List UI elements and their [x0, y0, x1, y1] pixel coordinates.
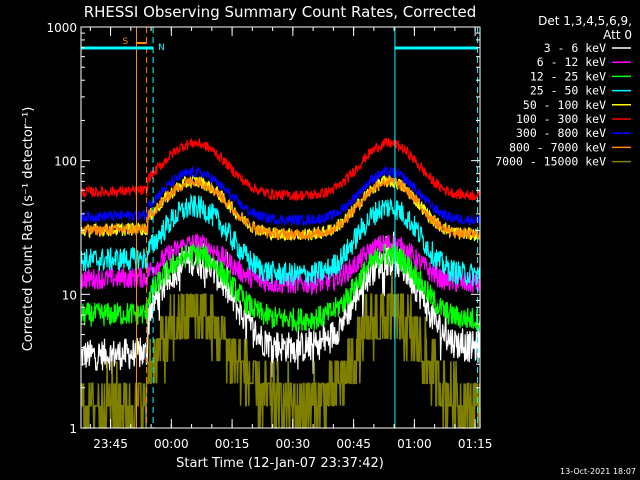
x-axis-label: Start Time (12-Jan-07 23:37:42): [176, 456, 384, 471]
legend-label-3: 25 - 50 keV: [530, 84, 606, 98]
series-layer: [80, 137, 481, 429]
x-tick-label: 23:45: [93, 437, 128, 451]
y-tick-label: 1000: [46, 21, 77, 35]
legend-label-8: 7000 - 15000 keV: [495, 155, 606, 169]
legend-label-1: 6 - 12 keV: [537, 55, 606, 69]
x-tick-label: 00:15: [215, 437, 250, 451]
series-line-0: [80, 231, 481, 378]
axes-layer: 1 10 100 1000 23:45 00:00 00:15 00:30 00:45 01:00…: [46, 21, 492, 451]
legend-label-7: 800 - 7000 keV: [509, 140, 606, 154]
legend-header: Det 1,3,4,5,6,9,: [538, 14, 632, 28]
footer-timestamp: 13-Oct-2021 18:07: [560, 467, 636, 476]
marker-layer: SN: [81, 27, 479, 428]
y-tick-label: 10: [62, 288, 77, 302]
legend-label-5: 100 - 300 keV: [516, 112, 606, 126]
legend-label-6: 300 - 800 keV: [516, 126, 606, 140]
legend-label-2: 12 - 25 keV: [530, 69, 606, 83]
s-marker-label: S: [122, 37, 128, 47]
legend-label-4: 50 - 100 keV: [523, 98, 606, 112]
x-tick-label: 00:00: [154, 437, 189, 451]
x-tick-label: 01:00: [397, 437, 432, 451]
n-marker-label: N: [158, 43, 165, 53]
series-line-7: [80, 176, 481, 241]
series-line-3: [80, 193, 481, 287]
y-tick-label: 1: [69, 422, 77, 436]
y-axis-label: Corrected Count Rate (s⁻¹ detector⁻¹): [21, 107, 36, 352]
series-line-8: [80, 272, 481, 429]
series-line-5: [80, 137, 481, 202]
x-tick-label: 01:15: [458, 437, 493, 451]
x-tick-label: 00:45: [336, 437, 371, 451]
plot-frame: [80, 26, 481, 429]
x-tick-label: 00:30: [276, 437, 311, 451]
legend-label-0: 3 - 6 keV: [544, 41, 606, 55]
series-line-2: [80, 243, 481, 334]
y-tick-label: 100: [54, 155, 77, 169]
legend-header: Att 0: [603, 28, 632, 42]
chart-title: RHESSI Observing Summary Count Rates, Co…: [84, 3, 477, 21]
